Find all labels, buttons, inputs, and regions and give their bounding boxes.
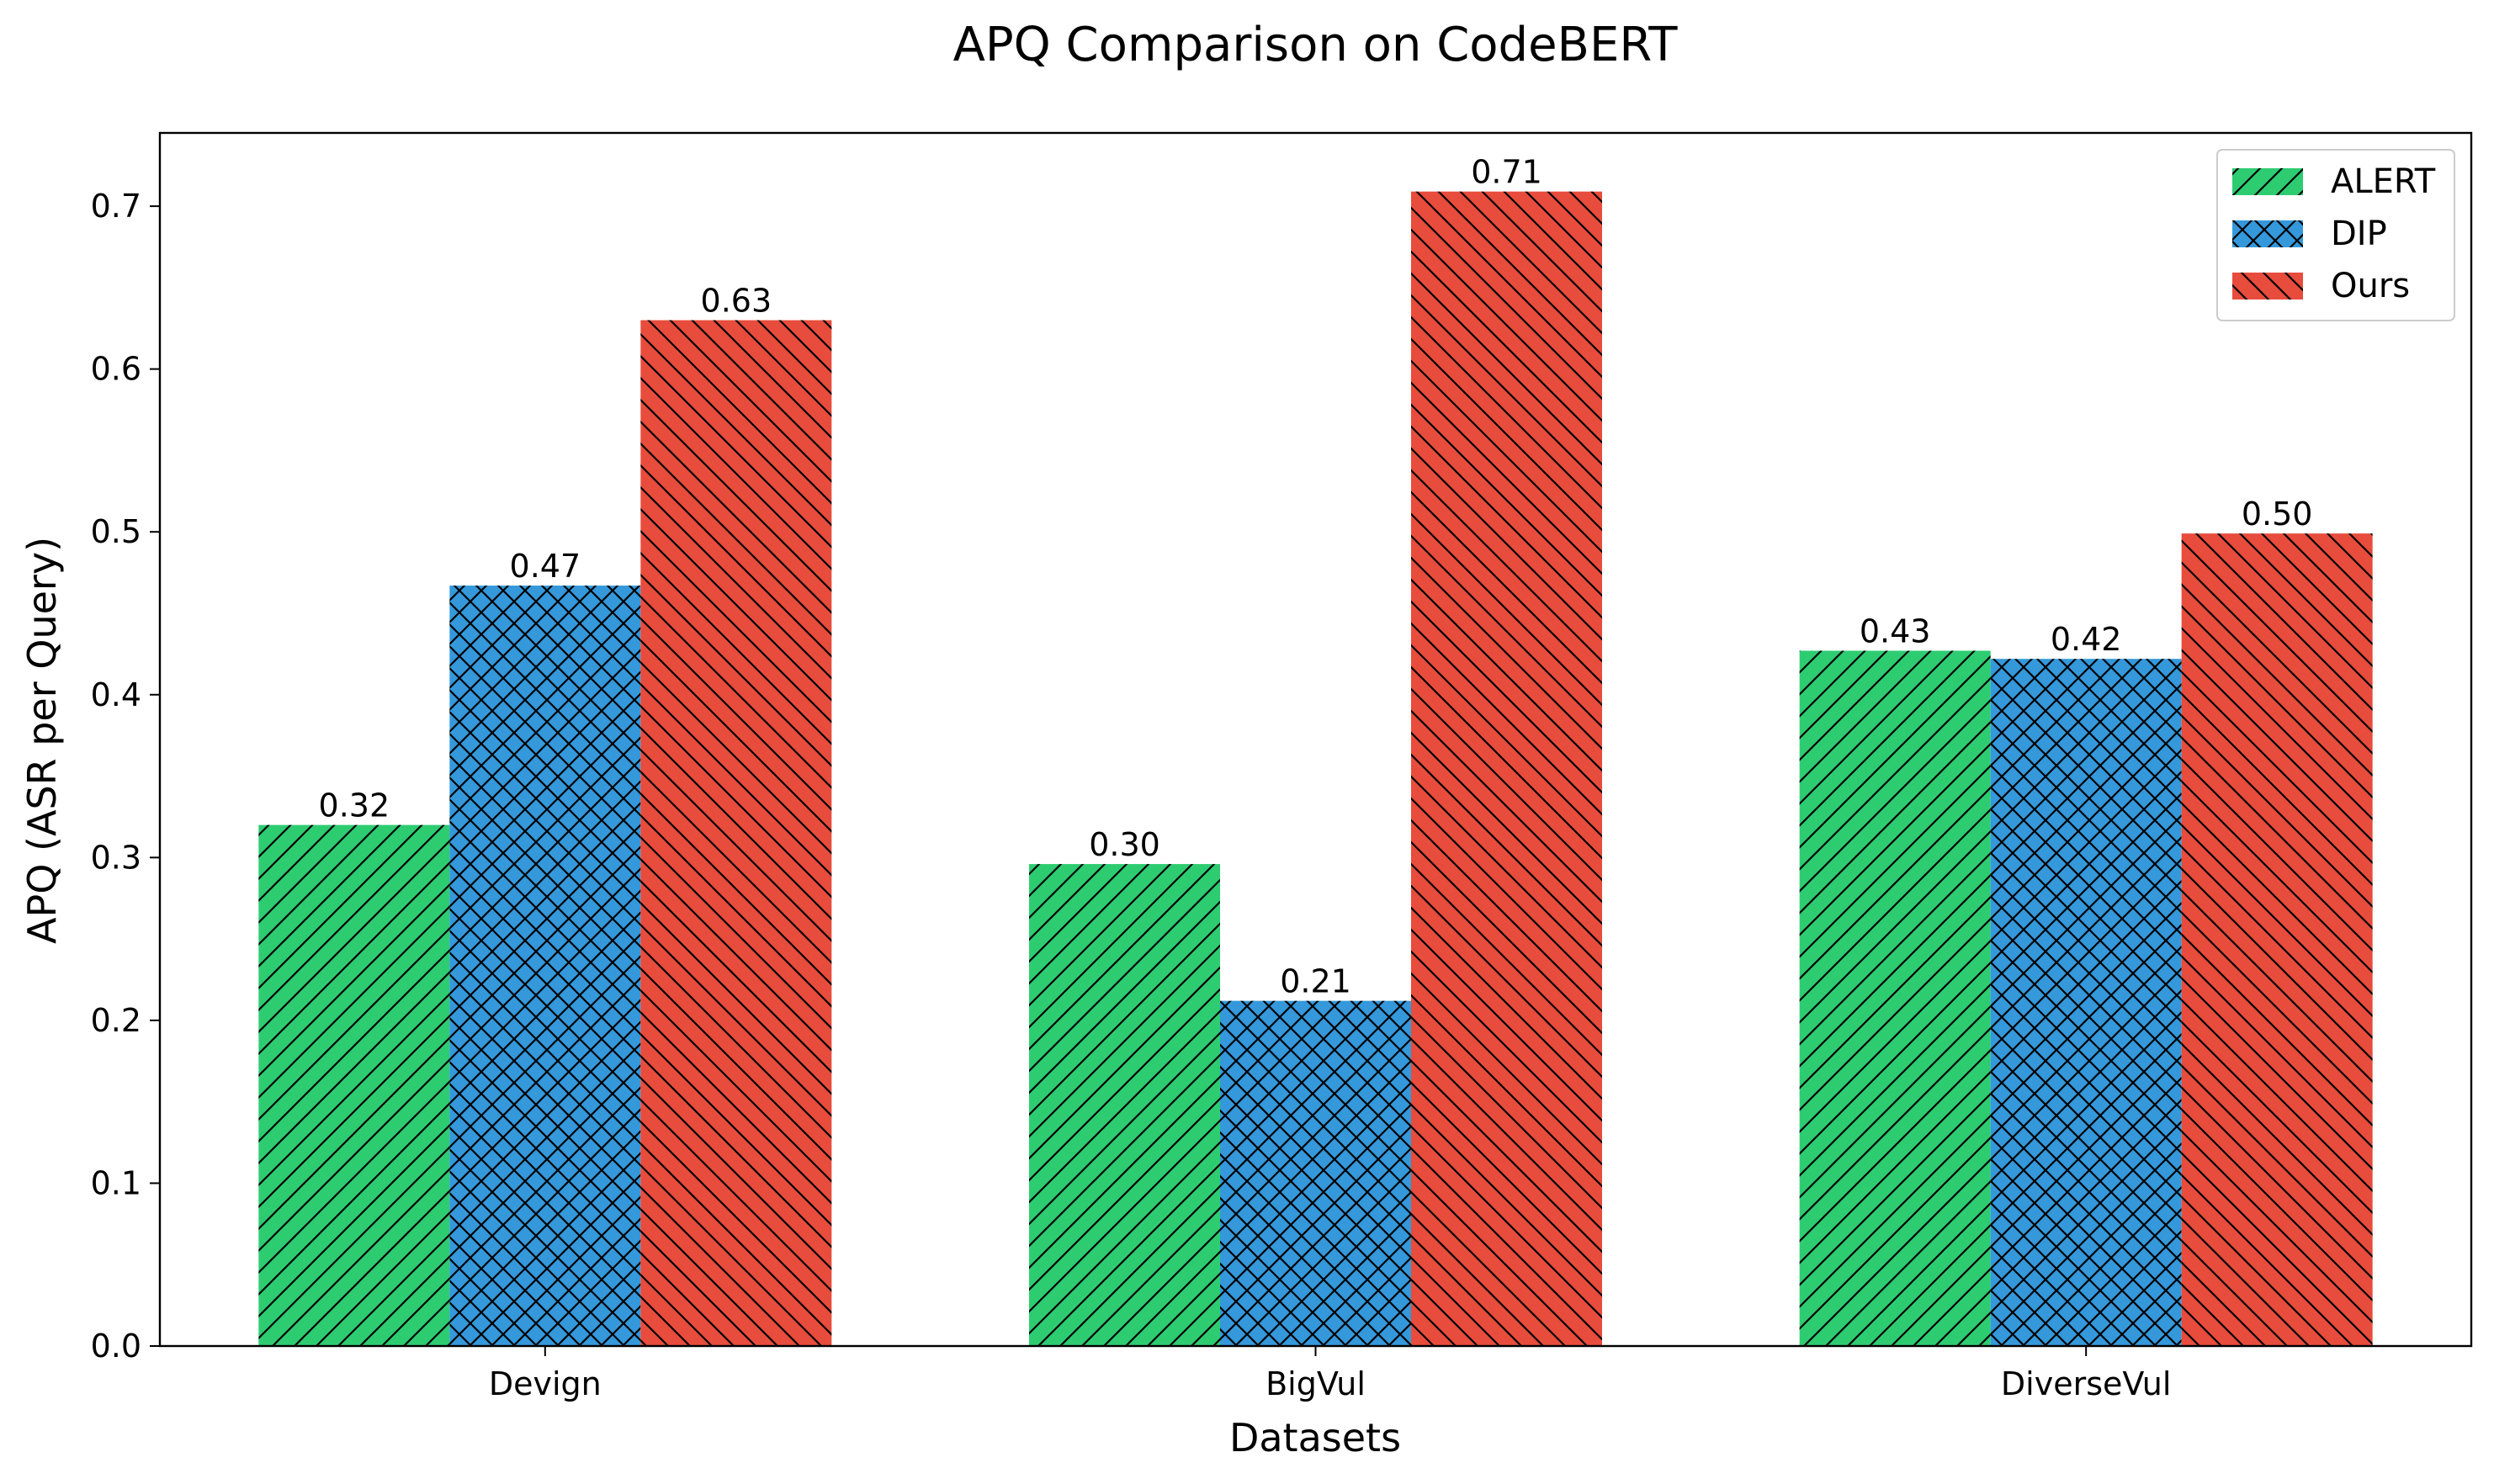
bar-ours-diversevul <box>2181 533 2373 1346</box>
y-tick-label: 0.1 <box>91 1164 141 1201</box>
bar-alert-diversevul <box>1799 650 1991 1346</box>
bar-alert-devign <box>258 824 450 1346</box>
bar-dip-diversevul <box>1990 659 2182 1346</box>
y-tick-label: 0.6 <box>91 351 141 388</box>
legend-swatch-dip <box>2232 220 2303 247</box>
data-label: 0.42 <box>2051 621 2122 658</box>
data-label: 0.30 <box>1089 826 1160 863</box>
legend-label: DIP <box>2331 215 2387 253</box>
bar-dip-devign <box>449 586 641 1346</box>
y-tick-label: 0.2 <box>91 1002 141 1039</box>
x-axis-label: Datasets <box>1229 1415 1401 1460</box>
data-label: 0.63 <box>701 283 772 320</box>
y-axis-label: APQ (ASR per Query) <box>19 537 65 944</box>
data-label: 0.50 <box>2242 496 2313 533</box>
legend-label: ALERT <box>2331 162 2436 201</box>
x-tick-label: Devign <box>489 1365 602 1402</box>
plot-area: 0.32 0.47 0.63 Devign 0.30 0.21 0.71 BigVul 0.43… <box>91 131 2473 1402</box>
legend: ALERT DIP Ours <box>2216 149 2455 321</box>
data-label: 0.43 <box>1860 613 1931 650</box>
y-tick-label: 0.5 <box>91 513 141 550</box>
bar-ours-devign <box>640 320 832 1347</box>
y-tick-label: 0.3 <box>91 839 141 876</box>
bar-alert-bigvul <box>1029 864 1220 1346</box>
bar-dip-bigvul <box>1220 1000 1411 1346</box>
x-tick-label: BigVul <box>1266 1365 1366 1402</box>
legend-swatch-ours <box>2232 273 2303 299</box>
y-tick-label: 0.0 <box>91 1328 141 1365</box>
legend-swatch-alert <box>2232 168 2303 195</box>
legend-label: Ours <box>2331 267 2410 305</box>
data-label: 0.71 <box>1471 154 1542 191</box>
plot-frame <box>158 131 2473 1348</box>
data-label: 0.32 <box>319 787 390 824</box>
y-tick-label: 0.4 <box>91 676 141 713</box>
y-tick-label: 0.7 <box>91 188 141 225</box>
bar-ours-bigvul <box>1411 191 1602 1346</box>
x-tick-label: DiverseVul <box>2001 1365 2172 1402</box>
data-label: 0.47 <box>510 548 581 585</box>
data-label: 0.21 <box>1280 963 1351 1000</box>
chart-title: APQ Comparison on CodeBERT <box>953 18 1679 72</box>
